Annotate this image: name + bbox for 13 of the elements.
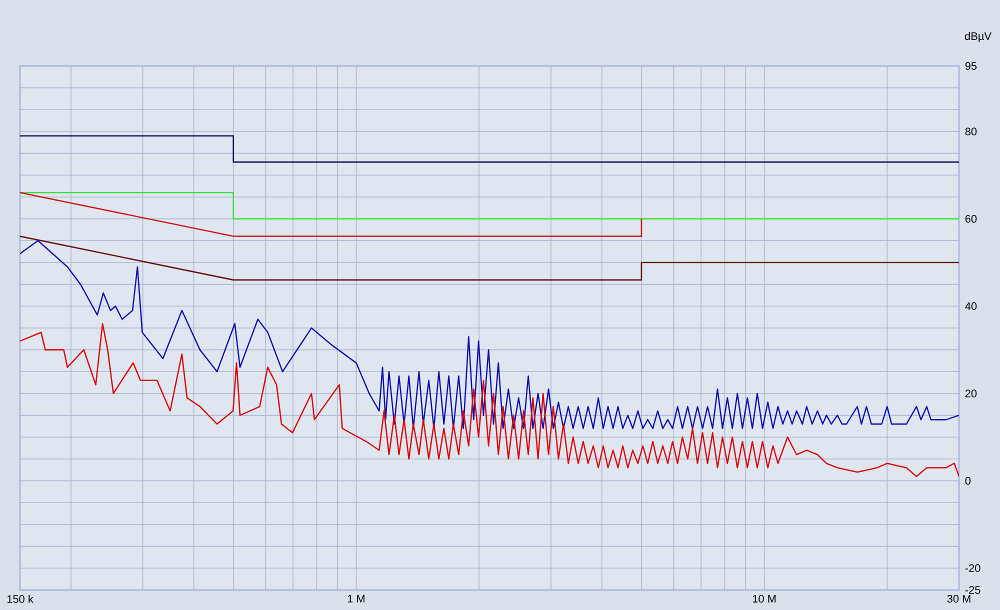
x-tick-label: 30 M [947, 594, 970, 603]
y-tick-label: 0 [965, 476, 971, 485]
y-axis-title: dBµV [964, 32, 992, 42]
x-tick-label: 150 k [7, 594, 34, 603]
y-tick-label: -25 [965, 586, 980, 594]
y-tick-label: 40 [965, 302, 977, 310]
x-tick-label: 10 M [752, 594, 776, 603]
y-tick-label: 80 [965, 128, 977, 136]
x-tick-label: 1 M [348, 594, 364, 602]
y-tick-label: 95 [965, 62, 977, 70]
y-tick-label: 60 [965, 214, 977, 223]
y-tick-label: -20 [965, 564, 980, 572]
y-tick-label: 20 [965, 390, 977, 398]
